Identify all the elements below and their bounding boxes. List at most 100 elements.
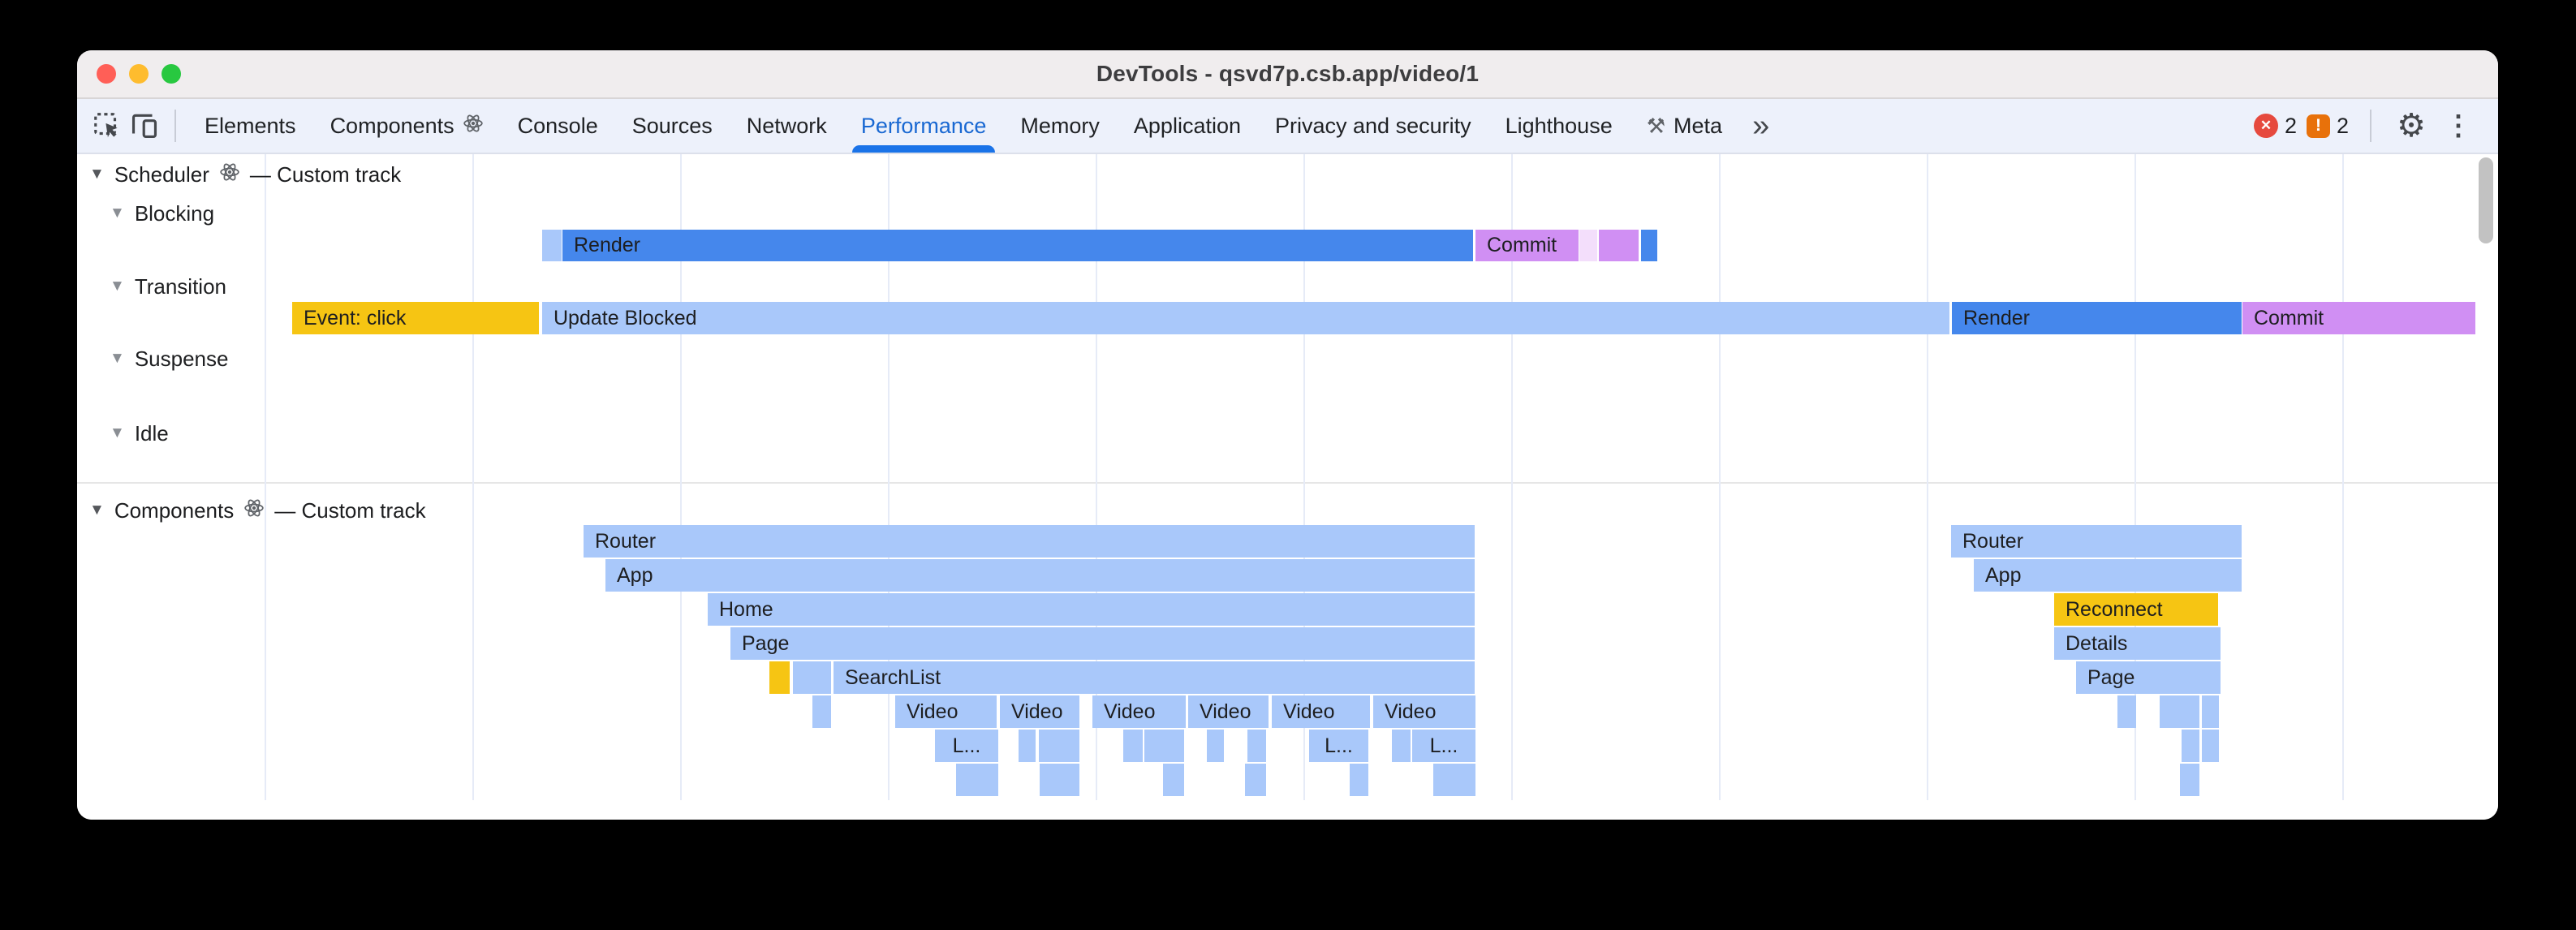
flame-bar-app[interactable]: App — [605, 559, 1475, 592]
tab-components[interactable]: Components — [313, 99, 501, 153]
flame-bar-video[interactable]: Video — [1092, 695, 1186, 728]
flame-bar-router[interactable]: Router — [1951, 525, 2242, 558]
flame-bar[interactable] — [2202, 695, 2219, 728]
tab-privacy-and-security[interactable]: Privacy and security — [1258, 99, 1488, 153]
flame-bar-video[interactable]: Video — [1272, 695, 1370, 728]
flame-bar-home[interactable]: Home — [708, 593, 1475, 626]
collapse-triangle-icon[interactable]: ▼ — [89, 502, 105, 519]
timeline-gridline — [1096, 154, 1097, 800]
close-window-button[interactable] — [97, 64, 116, 84]
timeline-canvas[interactable]: ▼ Scheduler — Custom track ▼ Blocking ▼ Transi… — [77, 154, 2498, 820]
flame-bar[interactable] — [1247, 730, 1266, 762]
flame-bar[interactable] — [1579, 230, 1597, 261]
flame-bar[interactable] — [1207, 730, 1224, 762]
tab-performance[interactable]: Performance — [844, 99, 1004, 153]
flame-bar-commit[interactable]: Commit — [2242, 302, 2475, 334]
vertical-scrollbar-thumb[interactable] — [2479, 157, 2493, 243]
tab-label: Memory — [1020, 113, 1100, 138]
flame-bar-video[interactable]: Video — [1373, 695, 1475, 728]
flame-bar-render[interactable]: Render — [562, 230, 1473, 261]
tab-label: Lighthouse — [1505, 113, 1613, 138]
more-tabs-icon[interactable]: » — [1752, 109, 1770, 143]
tab-console[interactable]: Console — [501, 99, 615, 153]
lane-label-idle[interactable]: ▼ Idle — [110, 421, 169, 446]
tab-label: Sources — [631, 113, 713, 138]
title-bar: DevTools - qsvd7p.csb.app/video/1 — [77, 50, 2498, 99]
flame-bar[interactable] — [1350, 764, 1368, 796]
timeline-gridline — [2342, 154, 2344, 800]
kebab-menu-icon[interactable]: ⋮ — [2445, 110, 2472, 141]
flame-bar[interactable] — [542, 230, 562, 261]
tab-memory[interactable]: Memory — [1003, 99, 1117, 153]
flame-bar[interactable] — [2182, 730, 2199, 762]
zoom-window-button[interactable] — [162, 64, 181, 84]
flame-bar[interactable] — [769, 661, 790, 694]
tab-label: Console — [517, 113, 598, 138]
tab-network[interactable]: Network — [730, 99, 844, 153]
flame-bar-video[interactable]: Video — [1188, 695, 1269, 728]
flame-bar-video[interactable]: Video — [895, 695, 997, 728]
inspect-element-icon[interactable] — [88, 105, 126, 147]
flame-bar[interactable] — [1392, 730, 1411, 762]
flame-bar[interactable] — [2180, 764, 2199, 796]
lane-label-transition[interactable]: ▼ Transition — [110, 274, 226, 299]
flame-bar-l[interactable]: L... — [1412, 730, 1475, 762]
tab-application[interactable]: Application — [1117, 99, 1258, 153]
flame-bar-reconnect[interactable]: Reconnect — [2054, 593, 2218, 626]
warning-badge[interactable]: ! 2 — [2306, 114, 2349, 139]
flame-bar-l[interactable]: L... — [1309, 730, 1368, 762]
lane-label-suspense[interactable]: ▼ Suspense — [110, 347, 228, 371]
collapse-triangle-icon[interactable]: ▼ — [89, 166, 105, 183]
flame-bar[interactable] — [2202, 730, 2219, 762]
flame-bar[interactable] — [2117, 695, 2136, 728]
lane-label-blocking[interactable]: ▼ Blocking — [110, 201, 214, 226]
flame-bar[interactable] — [1599, 230, 1639, 261]
flame-bar[interactable] — [793, 661, 831, 694]
track-header-scheduler[interactable]: ▼ Scheduler — Custom track — [89, 162, 401, 187]
flame-bar[interactable] — [1123, 730, 1143, 762]
timeline-gridline — [265, 154, 266, 800]
flame-bar-searchlist[interactable]: SearchList — [834, 661, 1475, 694]
tab-sources[interactable]: Sources — [615, 99, 730, 153]
flame-bar-details[interactable]: Details — [2054, 627, 2221, 660]
collapse-triangle-icon[interactable]: ▼ — [110, 205, 125, 222]
flame-bar[interactable] — [1040, 764, 1079, 796]
minimize-window-button[interactable] — [129, 64, 149, 84]
flame-bar-render[interactable]: Render — [1952, 302, 2242, 334]
flame-bar[interactable] — [1163, 764, 1184, 796]
collapse-triangle-icon[interactable]: ▼ — [110, 278, 125, 295]
warning-icon: ! — [2306, 114, 2330, 138]
flame-bar[interactable] — [1641, 230, 1657, 261]
window-title: DevTools - qsvd7p.csb.app/video/1 — [1096, 61, 1480, 86]
flame-bar-l[interactable]: L... — [935, 730, 998, 762]
flame-bar-router[interactable]: Router — [584, 525, 1475, 558]
settings-gear-icon[interactable]: ⚙ — [2397, 108, 2426, 144]
flame-bar[interactable] — [1039, 730, 1079, 762]
collapse-triangle-icon[interactable]: ▼ — [110, 424, 125, 441]
react-atom-icon — [243, 497, 265, 524]
flame-bar[interactable] — [812, 695, 831, 728]
flame-bar-page[interactable]: Page — [730, 627, 1475, 660]
flame-bar[interactable] — [956, 764, 998, 796]
lane-name: Transition — [134, 273, 227, 299]
tab-elements[interactable]: Elements — [187, 99, 313, 153]
flame-bar-commit[interactable]: Commit — [1475, 230, 1579, 261]
collapse-triangle-icon[interactable]: ▼ — [110, 350, 125, 367]
track-header-components[interactable]: ▼ Components — Custom track — [89, 498, 426, 523]
flame-bar-update-blocked[interactable]: Update Blocked — [542, 302, 1949, 334]
flame-bar-page[interactable]: Page — [2076, 661, 2221, 694]
flame-bar[interactable] — [1019, 730, 1036, 762]
flame-bar[interactable] — [1245, 764, 1266, 796]
tools-icon: ⚒ — [1646, 113, 1666, 138]
tab-meta[interactable]: ⚒ Meta — [1630, 99, 1739, 153]
device-toolbar-icon[interactable] — [126, 105, 163, 147]
flame-bar-event-click[interactable]: Event: click — [292, 302, 539, 334]
flame-bar[interactable] — [1144, 730, 1184, 762]
flame-bar[interactable] — [2160, 695, 2199, 728]
tab-lighthouse[interactable]: Lighthouse — [1488, 99, 1630, 153]
flame-bar-video[interactable]: Video — [1000, 695, 1079, 728]
flame-bar-app[interactable]: App — [1974, 559, 2242, 592]
flame-bar[interactable] — [1433, 764, 1475, 796]
timeline-gridline — [1927, 154, 1928, 800]
error-badge[interactable]: ✕ 2 — [2253, 114, 2297, 139]
